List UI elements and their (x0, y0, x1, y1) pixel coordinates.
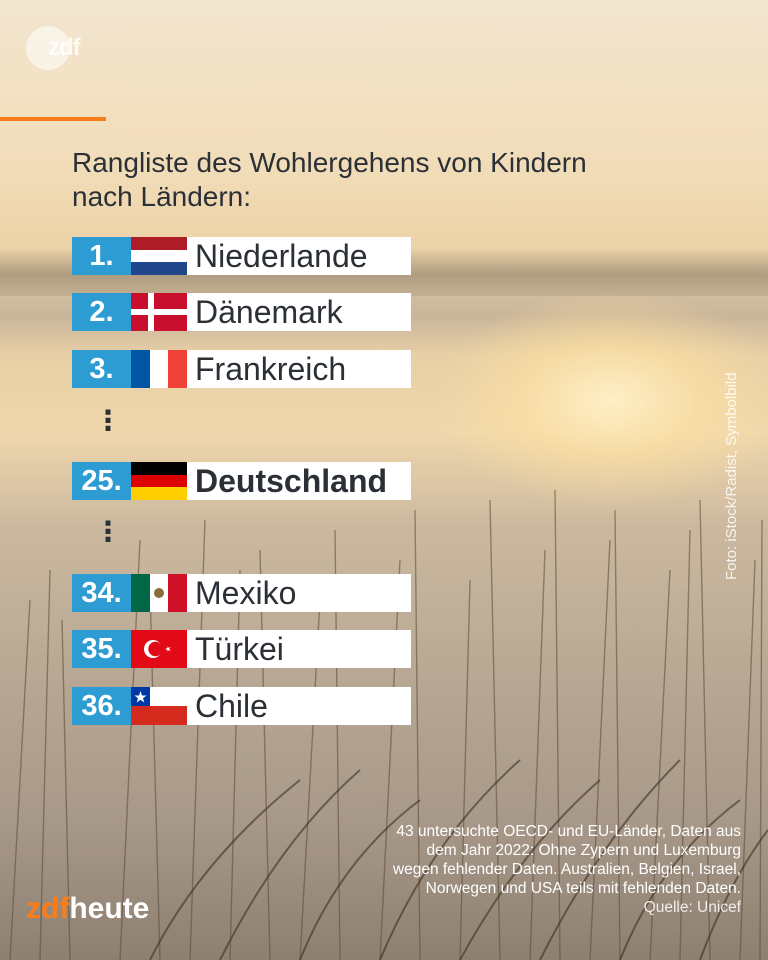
sunset-glow (430, 290, 768, 510)
rank-row: 34. Mexiko (72, 574, 411, 612)
rank-number: 36. (72, 687, 131, 725)
rank-number: 25. (72, 462, 131, 500)
zdfheute-logo: zdfheute (26, 892, 149, 926)
france-flag-icon (131, 350, 187, 388)
rank-number: 2. (72, 293, 131, 331)
country-name: Mexiko (187, 574, 411, 612)
rank-row: 1. Niederlande (72, 237, 411, 275)
country-name: Frankreich (187, 350, 411, 388)
accent-line (0, 117, 106, 121)
photo-credit-text: Foto: iStock/Radist, Symbolbild (723, 372, 740, 580)
country-name: Dänemark (187, 293, 411, 331)
rank-number: 35. (72, 630, 131, 668)
reeds-illustration (9, 489, 768, 960)
ellipsis-separator: ⋮ (94, 405, 122, 436)
mexico-flag-icon (131, 574, 187, 612)
country-name: Deutschland (187, 462, 411, 500)
photo-credit: Foto: iStock/Radist, Symbolbild (718, 300, 748, 580)
footnote-line: dem Jahr 2022: Ohne Zypern und Luxemburg (426, 842, 742, 859)
country-name: Niederlande (187, 237, 411, 275)
zdf-watermark-icon (26, 26, 70, 70)
netherlands-flag-icon (131, 237, 187, 275)
turkey-flag-icon (131, 630, 187, 668)
ellipsis-separator: ⋮ (94, 516, 122, 547)
rank-number: 3. (72, 350, 131, 388)
denmark-flag-icon (131, 293, 187, 331)
country-name: Türkei (187, 630, 411, 668)
rank-number: 34. (72, 574, 131, 612)
brand-zdf: zdf (26, 892, 70, 925)
chile-flag-icon (131, 687, 187, 725)
source-note: Quelle: Unicef (643, 899, 741, 916)
rank-row: 3. Frankreich (72, 350, 411, 388)
zdf-watermark-text: zdf (48, 34, 81, 61)
rank-row-highlight: 25. Deutschland (72, 462, 411, 500)
rank-row: 36. Chile (72, 687, 411, 725)
rank-number: 1. (72, 237, 131, 275)
footnote-line: wegen fehlender Daten. Australien, Belgi… (392, 861, 741, 878)
page-title: Rangliste des Wohlergehens von Kindern n… (72, 147, 587, 212)
germany-flag-icon (131, 462, 187, 500)
brand-heute: heute (69, 892, 150, 925)
footnote: 43 untersuchte OECD- und EU-Länder, Date… (281, 822, 741, 917)
rank-row: 35. Türkei (72, 630, 411, 668)
rank-row: 2. Dänemark (72, 293, 411, 331)
country-name: Chile (187, 687, 411, 725)
footnote-line: 43 untersuchte OECD- und EU-Länder, Date… (396, 823, 741, 840)
footnote-line: Norwegen und USA teils mit fehlenden Dat… (425, 880, 741, 897)
